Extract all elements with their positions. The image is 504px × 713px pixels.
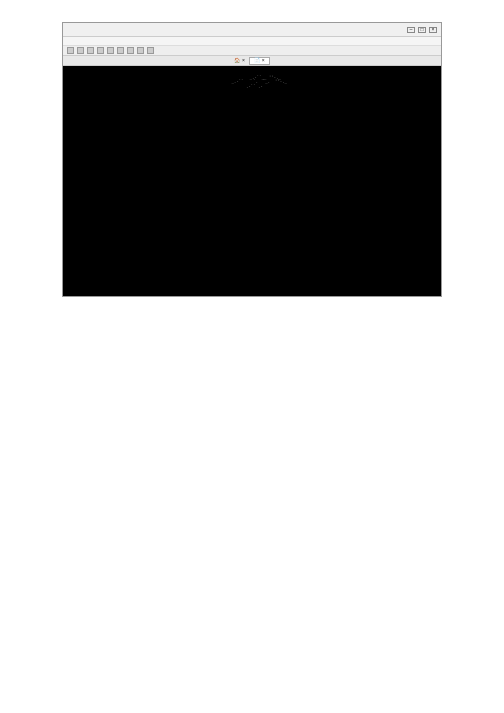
toolbar <box>63 46 441 56</box>
tab-home[interactable]: 🏠 × <box>234 58 245 64</box>
screenshot-container: – □ × 🏠 × <box>20 22 484 301</box>
tool-icon[interactable] <box>87 47 94 54</box>
tool-icon[interactable] <box>137 47 144 54</box>
close-icon[interactable]: × <box>429 27 437 33</box>
tab-active[interactable]: 📄 × <box>249 57 270 65</box>
tool-icon[interactable] <box>67 47 74 54</box>
minimize-icon[interactable]: – <box>407 27 415 33</box>
tool-icon[interactable] <box>107 47 114 54</box>
tool-icon[interactable] <box>97 47 104 54</box>
tool-icon[interactable] <box>117 47 124 54</box>
redis-ascii-logo: _.-``__ ''-._ _.-`` `. `_. ''-._ .-`` .- <box>217 76 287 89</box>
window-controls: – □ × <box>407 27 437 33</box>
menu-bar[interactable] <box>63 37 441 46</box>
document-root: – □ × 🏠 × <box>0 0 504 323</box>
tool-icon[interactable] <box>127 47 134 54</box>
vmware-window: – □ × 🏠 × <box>62 22 442 297</box>
tool-icon[interactable] <box>77 47 84 54</box>
terminal: _.-``__ ''-._ _.-`` `. `_. ''-._ .-`` .- <box>63 66 441 296</box>
window-titlebar: – □ × <box>63 23 441 37</box>
maximize-icon[interactable]: □ <box>418 27 426 33</box>
tool-icon[interactable] <box>147 47 154 54</box>
tab-bar: 🏠 × 📄 × <box>63 56 441 66</box>
